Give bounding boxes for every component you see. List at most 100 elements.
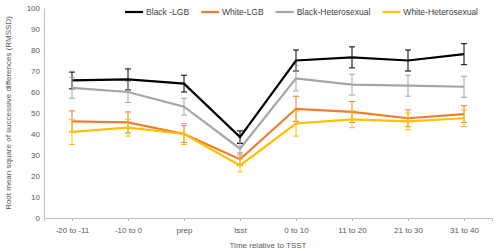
error-bar-cap xyxy=(293,90,299,91)
x-tick-label: 0 to 10 xyxy=(284,226,309,235)
x-tick-mark xyxy=(352,218,353,221)
error-bar-cap xyxy=(293,65,299,66)
y-tick: 0 xyxy=(36,214,44,223)
y-tick: 40 xyxy=(31,130,44,139)
x-tick: 21 to 30 xyxy=(394,218,423,235)
x-tick: 11 to 20 xyxy=(338,218,367,235)
error-bar-cap xyxy=(293,110,299,111)
error-bar-cap xyxy=(125,111,131,112)
error-bar-cap xyxy=(405,50,411,51)
x-tick-label: tsst xyxy=(234,226,247,235)
x-tick-mark xyxy=(240,218,241,221)
y-tick-label: 30 xyxy=(31,151,40,160)
series-line xyxy=(72,118,464,165)
error-bar-cap xyxy=(461,64,467,65)
error-bar-cap xyxy=(237,159,243,160)
chart: 0 10 20 30 40 50 60 70 80 90 100 -20 to -11 -10 to 0… xyxy=(0,0,500,251)
error-bar-cap xyxy=(405,113,411,114)
x-tick-mark xyxy=(184,218,185,221)
series-group xyxy=(69,44,467,172)
y-tick: 60 xyxy=(31,88,44,97)
error-bar-cap xyxy=(181,98,187,99)
error-bar-cap xyxy=(349,95,355,96)
error-bar-cap xyxy=(237,171,243,172)
x-tick-label: -20 to -11 xyxy=(56,226,90,235)
error-bar-cap xyxy=(349,127,355,128)
error-bar-cap xyxy=(125,119,131,120)
y-tick-label: 70 xyxy=(31,67,40,76)
x-tick-mark xyxy=(296,218,297,221)
error-bar-cap xyxy=(69,98,75,99)
error-bar-cap xyxy=(349,74,355,75)
y-tick-label: 90 xyxy=(31,25,40,34)
y-tick-label: 60 xyxy=(31,88,40,97)
series xyxy=(69,66,467,155)
error-bar-cap xyxy=(69,110,75,111)
x-tick-mark xyxy=(464,218,465,221)
x-tick-label: 11 to 20 xyxy=(338,226,367,235)
error-bar-cap xyxy=(461,109,467,110)
plot: 0 10 20 30 40 50 60 70 80 90 100 -20 to -11 -10 to 0… xyxy=(27,4,493,235)
error-bar-cap xyxy=(237,130,243,131)
y-tick: 100 xyxy=(27,4,44,13)
x-tick: prep xyxy=(176,218,193,235)
error-bar-cap xyxy=(181,75,187,76)
y-tick: 80 xyxy=(31,46,44,55)
y-tick-label: 10 xyxy=(31,193,40,202)
y-tick: 30 xyxy=(31,151,44,160)
error-bar-cap xyxy=(125,68,131,69)
error-bar-cap xyxy=(461,105,467,106)
x-axis-line xyxy=(45,219,493,222)
legend-label: White-Heterosexual xyxy=(403,7,478,17)
error-bar-cap xyxy=(349,110,355,111)
legend-item: Black-Heterosexual xyxy=(276,7,371,17)
error-bar-cap xyxy=(293,96,299,97)
error-bar-cap xyxy=(69,144,75,145)
legend-label: White-LGB xyxy=(222,7,264,17)
legend-item: White-Heterosexual xyxy=(382,7,478,17)
error-bar-cap xyxy=(69,77,75,78)
error-bar-cap xyxy=(461,126,467,127)
error-bar-cap xyxy=(461,43,467,44)
legend-label: Black -LGB xyxy=(146,7,189,17)
series xyxy=(69,96,467,165)
y-tick: 20 xyxy=(31,172,44,181)
x-tick-mark xyxy=(128,218,129,221)
x-tick-mark xyxy=(408,218,409,221)
error-bar-cap xyxy=(125,81,131,82)
y-tick-label: 40 xyxy=(31,130,40,139)
series xyxy=(69,110,467,172)
error-bar-cap xyxy=(237,155,243,156)
x-tick: tsst xyxy=(234,218,247,235)
y-tick: 50 xyxy=(31,109,44,118)
y-axis-line xyxy=(44,9,45,219)
y-tick-label: 100 xyxy=(27,4,41,13)
y-tick-label: 80 xyxy=(31,46,40,55)
error-bar-cap xyxy=(181,144,187,145)
y-tick-label: 50 xyxy=(31,109,40,118)
y-tick: 70 xyxy=(31,67,44,76)
legend-swatch xyxy=(382,11,400,13)
error-bar-cap xyxy=(405,109,411,110)
error-bar-cap xyxy=(293,50,299,51)
legend-swatch xyxy=(201,11,219,13)
x-axis: -20 to -11 -10 to 0 prep tsst 0 to 10 11 to 2… xyxy=(45,218,493,235)
error-bar-cap xyxy=(405,96,411,97)
error-bar-cap xyxy=(69,119,75,120)
legend: Black -LGB White-LGB Black-Heterosexual Whi… xyxy=(125,7,478,17)
legend-swatch xyxy=(125,11,143,13)
y-tick: 10 xyxy=(31,193,44,202)
error-bar-cap xyxy=(181,115,187,116)
legend-item: White-LGB xyxy=(201,7,264,17)
error-bar-cap xyxy=(293,136,299,137)
series-line xyxy=(72,78,464,148)
error-bar-cap xyxy=(125,136,131,137)
x-tick-label: 31 to 40 xyxy=(450,226,479,235)
error-bar-cap xyxy=(461,97,467,98)
legend-label: Black-Heterosexual xyxy=(297,7,371,17)
x-tick-label: 21 to 30 xyxy=(394,226,423,235)
y-tick-label: 20 xyxy=(31,172,40,181)
error-bar-cap xyxy=(237,142,243,143)
x-tick-label: -10 to 0 xyxy=(115,226,143,235)
x-tick: 31 to 40 xyxy=(450,218,479,235)
